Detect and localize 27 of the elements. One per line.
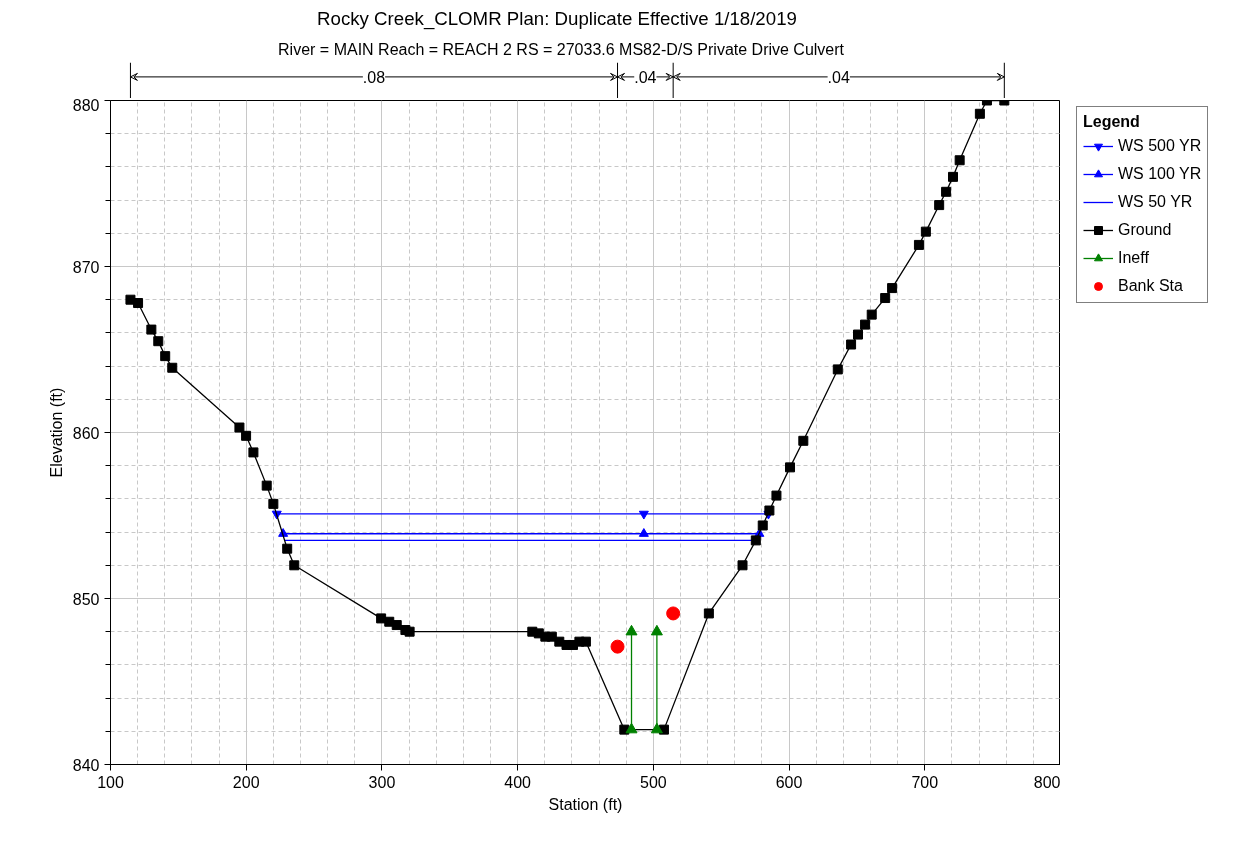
text: .04 [827, 68, 850, 86]
legend-label: WS 100 YR [1118, 165, 1202, 183]
y-tick-label: 840 [72, 756, 100, 774]
legend-label: Bank Sta [1118, 277, 1183, 295]
x-tick-label: 300 [368, 773, 396, 791]
legend-label: Ineff [1118, 249, 1149, 267]
x-tick-label: 600 [775, 773, 803, 791]
legend-label: WS 500 YR [1118, 137, 1202, 155]
x-axis-title: Station (ft) [548, 795, 623, 813]
legend-label: WS 50 YR [1118, 193, 1193, 211]
legend-title: Legend [1083, 113, 1141, 131]
x-tick-label: 400 [504, 773, 532, 791]
text: .04 [634, 68, 657, 86]
y-tick-label: 870 [72, 258, 100, 276]
y-tick-label: 850 [72, 590, 100, 608]
x-tick-label: 100 [97, 773, 124, 791]
y-axis-title: Elevation (ft) [47, 387, 65, 478]
y-tick-label: 880 [72, 96, 100, 114]
chart-title: Rocky Creek_CLOMR Plan: Duplicate Effective 1/18/2019 [317, 7, 797, 30]
legend-label: Ground [1118, 221, 1172, 239]
y-tick-label: 860 [72, 424, 100, 442]
text: .08 [362, 68, 386, 86]
x-tick-label: 200 [232, 773, 260, 791]
x-tick-label: 800 [1033, 773, 1061, 791]
x-tick-label: 700 [911, 773, 939, 791]
x-tick-label: 500 [640, 773, 667, 791]
chart-subtitle: River = MAIN Reach = REACH 2 RS = 27033.6 MS82-D/S Private Drive Culvert [278, 40, 845, 58]
